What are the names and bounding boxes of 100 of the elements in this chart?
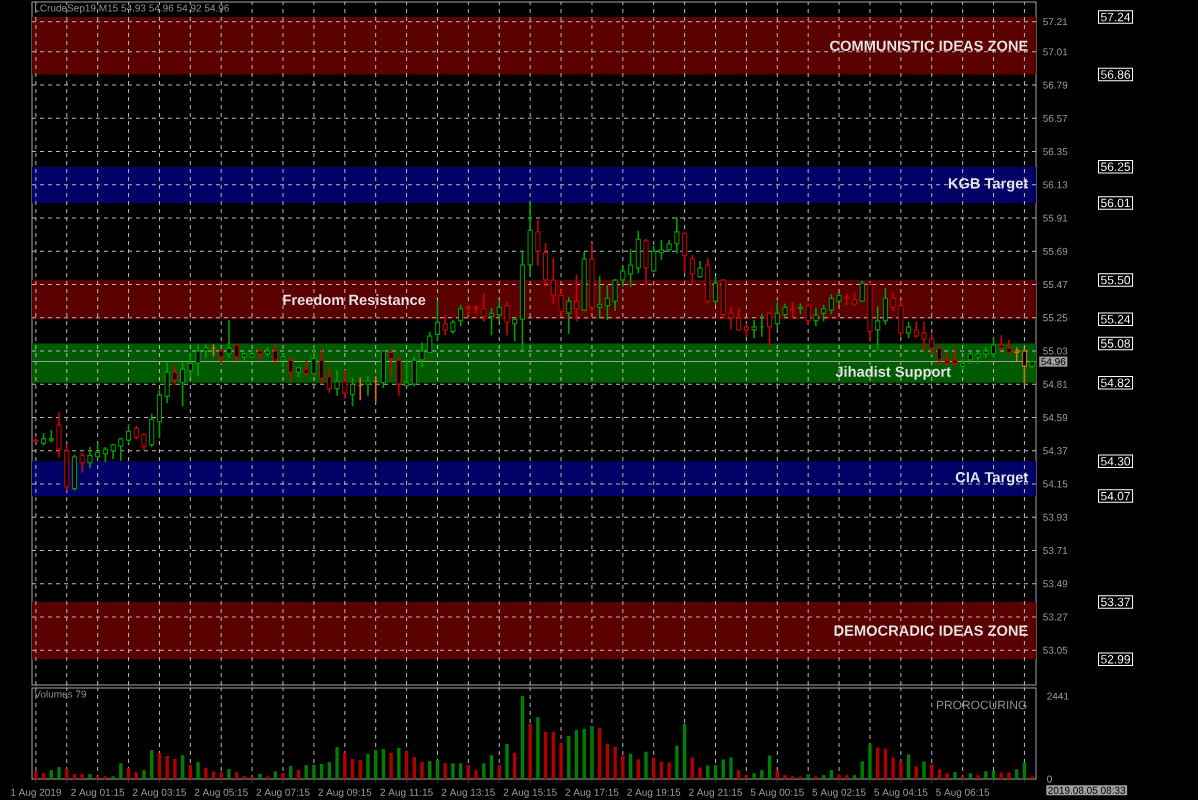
- bar: [590, 725, 594, 779]
- bar: [976, 775, 980, 779]
- bar: [1007, 772, 1011, 779]
- bar: [999, 772, 1003, 779]
- candlestick: [875, 306, 881, 351]
- y-tick-label: 56.79: [1043, 81, 1068, 89]
- candlestick: [828, 294, 834, 314]
- bar: [791, 776, 795, 779]
- x-tick-label: 2 Aug 03:15: [132, 788, 186, 798]
- x-tick-label: 2 Aug 09:15: [318, 788, 372, 798]
- y2-tick-label: 56.86: [1101, 70, 1131, 79]
- candlestick: [133, 425, 139, 440]
- candlestick: [272, 344, 278, 364]
- bar: [420, 762, 424, 779]
- candlestick: [172, 365, 178, 385]
- bar: [304, 765, 308, 779]
- x-tick-label: 2 Aug 13:15: [441, 788, 495, 798]
- candlestick: [944, 353, 950, 366]
- candlestick: [990, 338, 997, 357]
- candlestick: [1006, 339, 1012, 353]
- candlestick: [380, 350, 386, 389]
- text: 2019.08.05 08:33: [1048, 786, 1126, 794]
- candlestick: [334, 369, 340, 396]
- candlestick: [365, 375, 371, 396]
- y-tick-label: 56.35: [1043, 147, 1068, 156]
- bar: [528, 723, 532, 779]
- y-tick-label: 54.37: [1043, 447, 1068, 455]
- bar: [165, 755, 169, 779]
- candlestick: [264, 347, 271, 357]
- candlestick: [396, 357, 402, 396]
- candlestick: [203, 344, 209, 358]
- candlestick: [867, 282, 873, 342]
- y-tick-label: 57.01: [1043, 48, 1068, 56]
- candlestick: [241, 353, 247, 363]
- bar: [49, 770, 54, 779]
- bar: [312, 764, 316, 779]
- bar: [234, 772, 239, 779]
- y2-tick-label: 55.08: [1101, 339, 1131, 348]
- ref-line-label: 54.96: [1041, 357, 1066, 366]
- bar: [474, 770, 478, 779]
- bar: [937, 769, 942, 779]
- bar: [219, 772, 223, 779]
- bar: [1030, 776, 1034, 779]
- x-tick-label: 2 Aug 07:15: [256, 788, 310, 798]
- chart-title: Volumes 79: [34, 690, 87, 698]
- candlestick: [218, 348, 224, 364]
- bar: [196, 762, 200, 779]
- x-tick-label: 5 Aug 04:15: [874, 788, 928, 798]
- y-tick-label: 53.49: [1043, 580, 1068, 588]
- bar: [783, 775, 787, 779]
- candlestick: [419, 342, 425, 367]
- bar: [752, 773, 756, 779]
- candlestick: [195, 344, 201, 376]
- candlestick: [666, 239, 672, 253]
- bar: [1022, 762, 1027, 779]
- bar: [798, 776, 803, 779]
- candlestick: [141, 433, 147, 450]
- bar: [821, 775, 826, 779]
- y2-tick-label: 56.01: [1101, 198, 1130, 208]
- bar: [621, 755, 625, 779]
- bar: [984, 771, 988, 779]
- band-label: COMMUNISTIC IDEAS ZONE: [830, 40, 1028, 51]
- bar: [458, 763, 463, 779]
- candlestick: [859, 280, 865, 302]
- bar: [914, 766, 918, 779]
- candlestick: [442, 315, 448, 336]
- bar: [559, 742, 563, 779]
- candlestick: [674, 217, 680, 254]
- y-tick-label: 53.71: [1043, 546, 1068, 554]
- candlestick: [558, 289, 564, 317]
- bar: [814, 776, 818, 779]
- bar: [775, 770, 779, 779]
- y-tick-label: 55.69: [1043, 247, 1068, 255]
- bar: [729, 757, 733, 779]
- y2-tick-label: 52.99: [1101, 654, 1130, 664]
- candlestick: [388, 348, 394, 378]
- candlestick: [458, 304, 464, 327]
- candlestick: [581, 251, 587, 311]
- candlestick: [550, 257, 556, 304]
- y-tick-label: 2441: [1047, 692, 1069, 700]
- bar: [899, 761, 903, 779]
- bar: [173, 758, 177, 779]
- candlestick: [936, 347, 943, 366]
- candlestick: [280, 353, 286, 367]
- candlestick: [813, 307, 819, 327]
- y2-tick-label: 54.30: [1101, 457, 1131, 466]
- band-label: Jihadist Support: [835, 366, 951, 380]
- bar: [211, 771, 216, 779]
- bar: [698, 767, 702, 779]
- bar: [335, 747, 339, 779]
- bar: [366, 753, 370, 779]
- candlestick: [921, 321, 927, 352]
- bar: [852, 775, 857, 779]
- candlestick: [87, 446, 93, 469]
- bar: [536, 717, 540, 779]
- bar: [736, 770, 741, 779]
- candlestick: [766, 312, 773, 348]
- candlestick: [782, 303, 788, 319]
- candlestick: [311, 347, 317, 375]
- candlestick: [836, 292, 842, 305]
